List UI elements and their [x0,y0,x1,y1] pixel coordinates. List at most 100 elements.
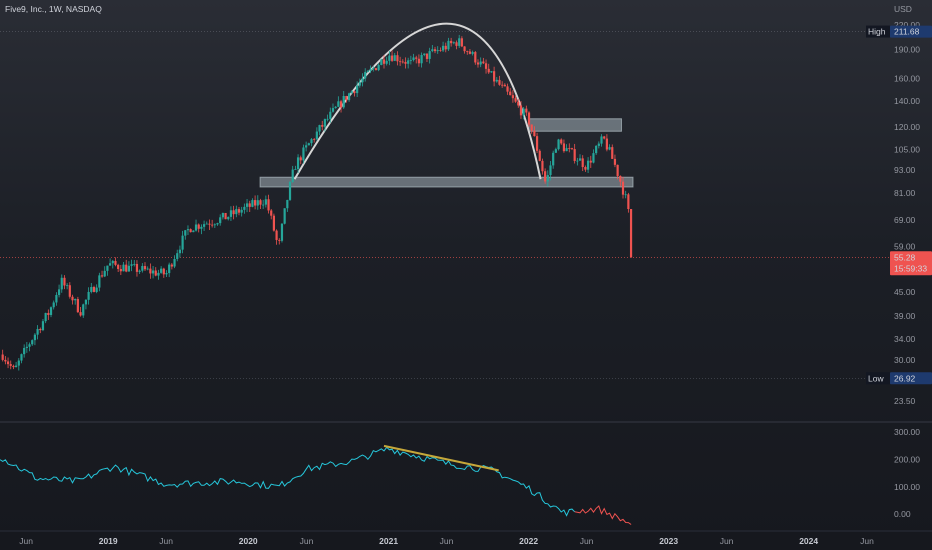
candle-body-161 [433,49,437,52]
candle-body-176 [474,52,477,63]
candle-body-98 [264,199,267,205]
candle-body-210 [565,148,568,152]
countdown-value: 15:59:33 [894,263,927,273]
candle-body-226 [608,147,611,150]
candle-body-228 [613,158,617,165]
candle-body-128 [345,95,348,101]
candle-body-104 [280,223,284,241]
candle-body-84 [227,216,230,220]
candle-body-36 [98,275,101,288]
last-price-value: 55.28 [894,252,916,262]
high-value-bg [890,25,932,38]
time-label-3: 2020 [239,536,258,546]
symbol-title: Five9, Inc., 1W, NASDAQ [5,4,102,14]
candle-body-136 [366,70,369,72]
candle-body-25 [68,285,71,297]
indicator-tick-2: 100.00 [894,482,920,492]
candle-body-101 [272,215,276,231]
candle-body-14 [39,328,42,331]
zone-rect-1 [259,176,634,188]
candle-body-37 [100,275,104,277]
time-label-0: Jun [19,536,33,546]
candle-body-173 [466,51,469,52]
candle-body-9 [25,346,28,348]
candle-body-167 [450,40,453,44]
candle-body-40 [108,263,112,266]
price-tick-9: 59.00 [894,241,916,251]
price-tick-7: 81.00 [894,188,916,198]
candle-body-114 [307,143,310,146]
candle-body-61 [165,273,168,275]
candle-body-213 [573,149,576,161]
candle-body-144 [388,55,391,61]
candle-body-164 [441,45,445,51]
candle-body-53 [143,266,147,270]
candle-body-202 [544,171,547,182]
candle-body-87 [235,209,238,215]
indicator-line-down [574,505,632,525]
candle-body-227 [611,147,614,159]
candle-body-205 [552,152,555,166]
zone-rect-0 [528,118,622,132]
candle-body-24 [66,285,69,287]
candle-body-118 [318,125,321,132]
candle-body-56 [151,270,155,274]
candle-body-70 [189,229,192,233]
candle-body-225 [605,138,608,150]
candle-body-55 [149,268,152,274]
candle-body-196 [527,112,531,125]
candle-body-206 [554,149,557,153]
candle-body-111 [299,157,302,161]
candle-body-77 [208,223,211,225]
candle-body-141 [380,59,383,66]
candle-body-11 [31,340,34,345]
candle-body-138 [372,68,375,69]
time-label-6: Jun [440,536,454,546]
candle-body-192 [517,101,520,106]
candle-body-39 [106,265,109,271]
candle-body-88 [237,209,241,213]
candle-body-218 [586,160,590,170]
time-label-8: Jun [580,536,594,546]
indicator-line [0,446,576,517]
candle-body-125 [337,101,340,107]
candle-body-90 [243,206,246,210]
candle-body-168 [452,42,455,44]
candle-body-0 [1,354,4,360]
candle-body-146 [393,55,396,61]
candle-body-81 [219,217,222,224]
candle-body-197 [530,124,533,131]
candle-body-224 [603,136,606,139]
candle-body-208 [560,139,563,144]
candle-body-21 [57,289,61,295]
candle-body-229 [616,164,619,176]
candle-body-57 [154,270,157,276]
candle-body-33 [90,286,93,292]
candle-body-177 [476,62,480,65]
candle-body-86 [232,210,235,215]
candle-body-142 [382,59,386,64]
candle-body-60 [162,268,165,275]
candle-body-148 [399,61,402,63]
candle-body-12 [33,334,37,341]
candle-body-28 [76,299,79,313]
candle-body-45 [122,264,125,272]
candle-body-91 [245,203,249,207]
candle-body-163 [439,50,442,51]
indicator-tick-3: 0.00 [894,509,911,519]
candle-body-182 [490,71,493,73]
candle-body-171 [460,38,463,47]
candle-body-187 [503,84,506,87]
candle-body-54 [146,268,149,270]
candle-body-149 [401,61,404,63]
candle-body-74 [200,226,203,229]
candle-body-95 [256,200,259,206]
candle-body-35 [95,287,98,292]
candle-body-26 [71,296,74,301]
candle-body-153 [412,57,415,61]
price-tick-6: 93.00 [894,165,916,175]
low-label: Low [868,373,884,383]
candle-body-137 [369,68,372,71]
